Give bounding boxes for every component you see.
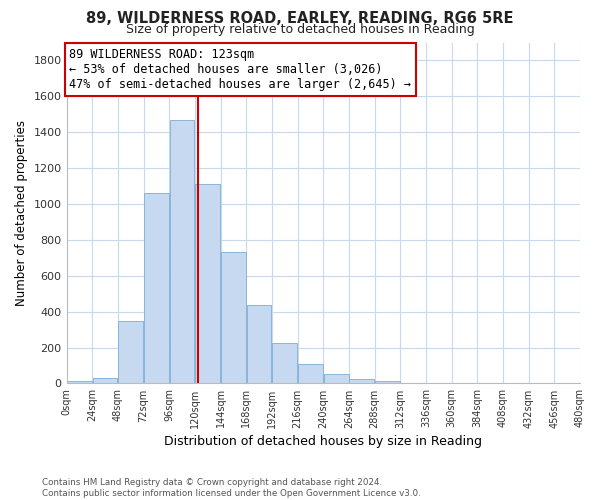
Bar xyxy=(401,382,425,384)
Bar xyxy=(92,378,118,384)
Bar xyxy=(272,343,297,384)
Bar xyxy=(67,381,92,384)
Bar xyxy=(298,364,323,384)
Text: Contains HM Land Registry data © Crown copyright and database right 2024.
Contai: Contains HM Land Registry data © Crown c… xyxy=(42,478,421,498)
Bar xyxy=(247,306,271,384)
Text: 89 WILDERNESS ROAD: 123sqm
← 53% of detached houses are smaller (3,026)
47% of s: 89 WILDERNESS ROAD: 123sqm ← 53% of deta… xyxy=(70,48,412,91)
Bar xyxy=(375,381,400,384)
Text: Size of property relative to detached houses in Reading: Size of property relative to detached ho… xyxy=(125,22,475,36)
X-axis label: Distribution of detached houses by size in Reading: Distribution of detached houses by size … xyxy=(164,434,482,448)
Bar xyxy=(221,252,246,384)
Bar xyxy=(144,193,169,384)
Bar xyxy=(170,120,194,384)
Y-axis label: Number of detached properties: Number of detached properties xyxy=(15,120,28,306)
Bar xyxy=(196,184,220,384)
Bar xyxy=(118,320,143,384)
Bar xyxy=(349,379,374,384)
Bar xyxy=(323,374,349,384)
Text: 89, WILDERNESS ROAD, EARLEY, READING, RG6 5RE: 89, WILDERNESS ROAD, EARLEY, READING, RG… xyxy=(86,11,514,26)
